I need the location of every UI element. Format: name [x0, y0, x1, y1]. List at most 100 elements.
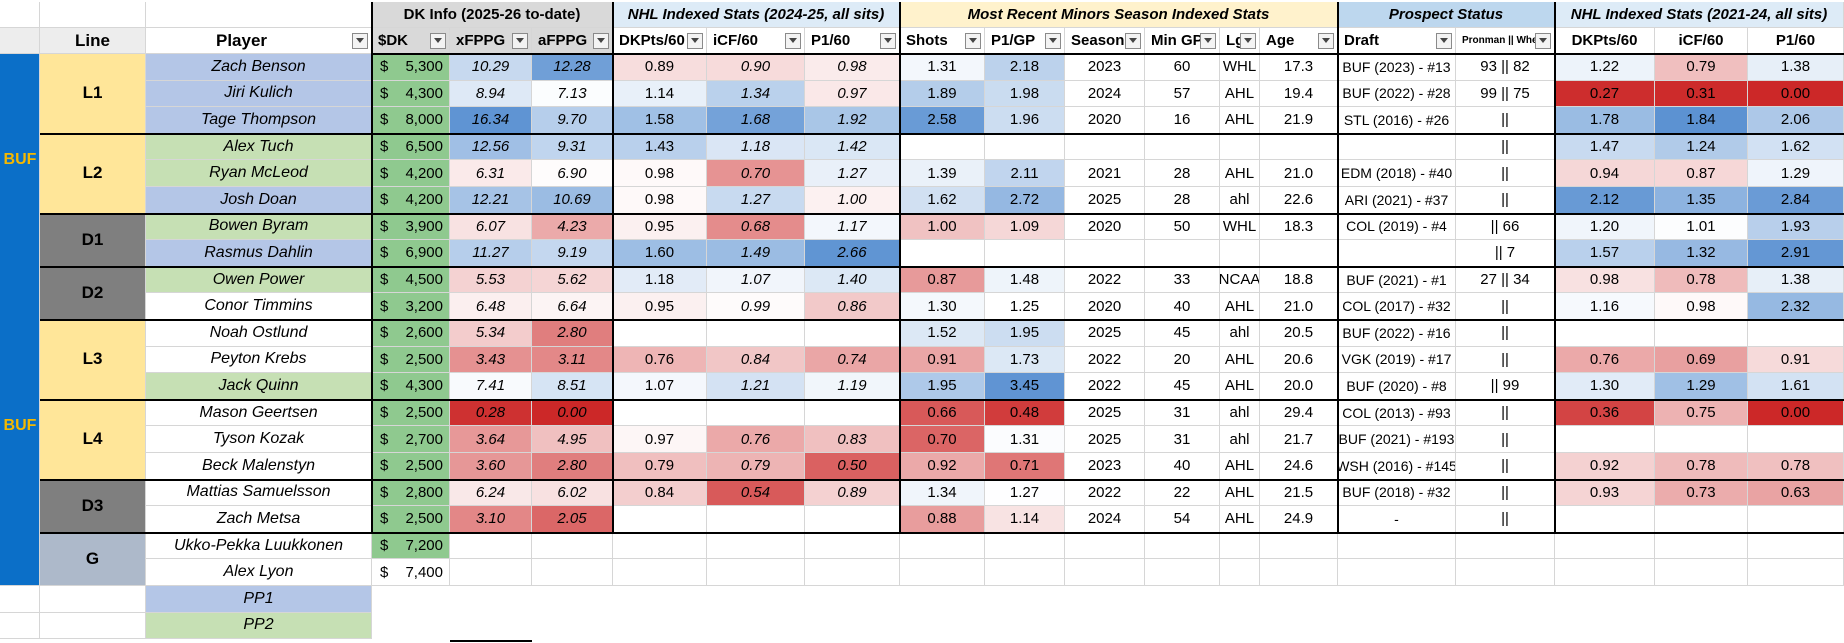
- header-p160[interactable]: P1/60: [805, 28, 900, 54]
- dk-salary[interactable]: $8,000: [372, 107, 450, 134]
- cell-dkpts60b[interactable]: [1555, 532, 1655, 560]
- player-name[interactable]: Mason Geertsen: [146, 399, 372, 427]
- player-name[interactable]: Bowen Byram: [146, 213, 372, 241]
- cell-icf60[interactable]: 1.68: [707, 107, 805, 134]
- cell-lg[interactable]: ahl: [1220, 320, 1260, 347]
- player-name[interactable]: Alex Lyon: [146, 559, 372, 586]
- cell-dkpts60b[interactable]: [1555, 320, 1655, 347]
- cell-xfppg[interactable]: 3.43: [450, 346, 532, 374]
- player-name[interactable]: Jiri Kulich: [146, 80, 372, 108]
- cell-icf60b[interactable]: [1655, 532, 1748, 560]
- cell-afppg[interactable]: 10.69: [532, 187, 613, 214]
- player-name[interactable]: Mattias Samuelsson: [146, 479, 372, 507]
- cell-dkpts60b[interactable]: 0.93: [1555, 479, 1655, 507]
- cell-draft[interactable]: COL (2013) - #93: [1338, 399, 1456, 427]
- cell-lg[interactable]: AHL: [1220, 80, 1260, 108]
- cell-pronman[interactable]: ||: [1456, 320, 1555, 347]
- cell-draft[interactable]: EDM (2018) - #40: [1338, 160, 1456, 187]
- cell-draft[interactable]: VGK (2019) - #17: [1338, 346, 1456, 374]
- filter-dropdown-icon[interactable]: [1535, 32, 1551, 49]
- cell-icf60b[interactable]: 0.79: [1655, 54, 1748, 81]
- filter-dropdown-icon[interactable]: [687, 32, 703, 49]
- cell-icf60b[interactable]: 0.75: [1655, 399, 1748, 427]
- cell-lg[interactable]: AHL: [1220, 479, 1260, 507]
- cell-xfppg[interactable]: 6.24: [450, 479, 532, 507]
- cell-icf60b[interactable]: 0.69: [1655, 346, 1748, 374]
- dk-salary[interactable]: $4,200: [372, 187, 450, 214]
- cell-xfppg[interactable]: 7.41: [450, 373, 532, 400]
- cell-p1gp[interactable]: [985, 559, 1065, 586]
- cell-p160b[interactable]: 1.62: [1748, 133, 1844, 161]
- header-pronman[interactable]: Pronman || Whee: [1456, 28, 1555, 54]
- cell-shots[interactable]: 1.00: [900, 213, 985, 241]
- cell-p160[interactable]: 0.98: [805, 54, 900, 81]
- header-p1gp[interactable]: P1/GP: [985, 28, 1065, 54]
- header-age[interactable]: Age: [1260, 28, 1338, 54]
- cell-p1gp[interactable]: 2.11: [985, 160, 1065, 187]
- cell-age[interactable]: 18.3: [1260, 213, 1338, 241]
- cell-icf60b[interactable]: 1.29: [1655, 373, 1748, 400]
- cell-dkpts60b[interactable]: 0.36: [1555, 399, 1655, 427]
- cell-p160b[interactable]: [1748, 532, 1844, 560]
- cell-season[interactable]: 2022: [1065, 479, 1145, 507]
- cell-p160[interactable]: 0.74: [805, 346, 900, 374]
- cell-icf60[interactable]: 0.84: [707, 346, 805, 374]
- cell-mingp[interactable]: [1145, 240, 1220, 267]
- cell-age[interactable]: 21.7: [1260, 426, 1338, 453]
- cell-season[interactable]: 2022: [1065, 346, 1145, 374]
- cell-pronman[interactable]: [1456, 559, 1555, 586]
- cell-xfppg[interactable]: 5.53: [450, 266, 532, 294]
- cell-dkpts60[interactable]: 1.58: [613, 107, 707, 134]
- player-name[interactable]: Josh Doan: [146, 187, 372, 214]
- cell-afppg[interactable]: [532, 532, 613, 560]
- cell-p160[interactable]: 0.86: [805, 293, 900, 320]
- cell-p160[interactable]: [805, 320, 900, 347]
- cell-p1gp[interactable]: 2.18: [985, 54, 1065, 81]
- cell-season[interactable]: 2022: [1065, 266, 1145, 294]
- cell-draft[interactable]: WSH (2016) - #145: [1338, 453, 1456, 480]
- cell-draft[interactable]: BUF (2023) - #13: [1338, 54, 1456, 81]
- cell-draft[interactable]: BUF (2022) - #16: [1338, 320, 1456, 347]
- cell-pronman[interactable]: ||: [1456, 453, 1555, 480]
- cell-icf60b[interactable]: 0.78: [1655, 266, 1748, 294]
- cell-lg[interactable]: AHL: [1220, 453, 1260, 480]
- cell-season[interactable]: 2025: [1065, 399, 1145, 427]
- cell-age[interactable]: 20.6: [1260, 346, 1338, 374]
- cell-pronman[interactable]: || 66: [1456, 213, 1555, 241]
- cell-dkpts60[interactable]: [613, 559, 707, 586]
- cell-age[interactable]: 24.6: [1260, 453, 1338, 480]
- cell-p1gp[interactable]: 1.96: [985, 107, 1065, 134]
- cell-season[interactable]: 2021: [1065, 160, 1145, 187]
- player-name[interactable]: Beck Malenstyn: [146, 453, 372, 480]
- cell-season[interactable]: 2024: [1065, 80, 1145, 108]
- header-dkpts60[interactable]: DKPts/60: [613, 28, 707, 54]
- cell-afppg[interactable]: 9.70: [532, 107, 613, 134]
- dk-salary[interactable]: $2,500: [372, 346, 450, 374]
- cell-age[interactable]: 21.0: [1260, 293, 1338, 320]
- cell-p160b[interactable]: 2.84: [1748, 187, 1844, 214]
- cell-mingp[interactable]: 33: [1145, 266, 1220, 294]
- pp-label[interactable]: PP1: [146, 586, 372, 613]
- cell-p160b[interactable]: 0.00: [1748, 80, 1844, 108]
- cell-season[interactable]: [1065, 240, 1145, 267]
- cell-dkpts60b[interactable]: 1.16: [1555, 293, 1655, 320]
- cell-mingp[interactable]: [1145, 559, 1220, 586]
- header-mingp[interactable]: Min GP: [1145, 28, 1220, 54]
- cell-icf60[interactable]: 1.49: [707, 240, 805, 267]
- cell-p160b[interactable]: [1748, 426, 1844, 453]
- cell-mingp[interactable]: 22: [1145, 479, 1220, 507]
- cell-p160b[interactable]: [1748, 506, 1844, 533]
- cell-mingp[interactable]: 31: [1145, 399, 1220, 427]
- cell-mingp[interactable]: 45: [1145, 320, 1220, 347]
- cell-mingp[interactable]: 45: [1145, 373, 1220, 400]
- cell-icf60[interactable]: 0.90: [707, 54, 805, 81]
- dk-salary[interactable]: $2,700: [372, 426, 450, 453]
- header-season[interactable]: Season: [1065, 28, 1145, 54]
- cell-icf60b[interactable]: [1655, 320, 1748, 347]
- cell-icf60[interactable]: [707, 559, 805, 586]
- cell-shots[interactable]: 1.89: [900, 80, 985, 108]
- dk-salary[interactable]: $6,900: [372, 240, 450, 267]
- cell-afppg[interactable]: 12.28: [532, 54, 613, 81]
- cell-shots[interactable]: 1.95: [900, 373, 985, 400]
- cell-season[interactable]: 2023: [1065, 453, 1145, 480]
